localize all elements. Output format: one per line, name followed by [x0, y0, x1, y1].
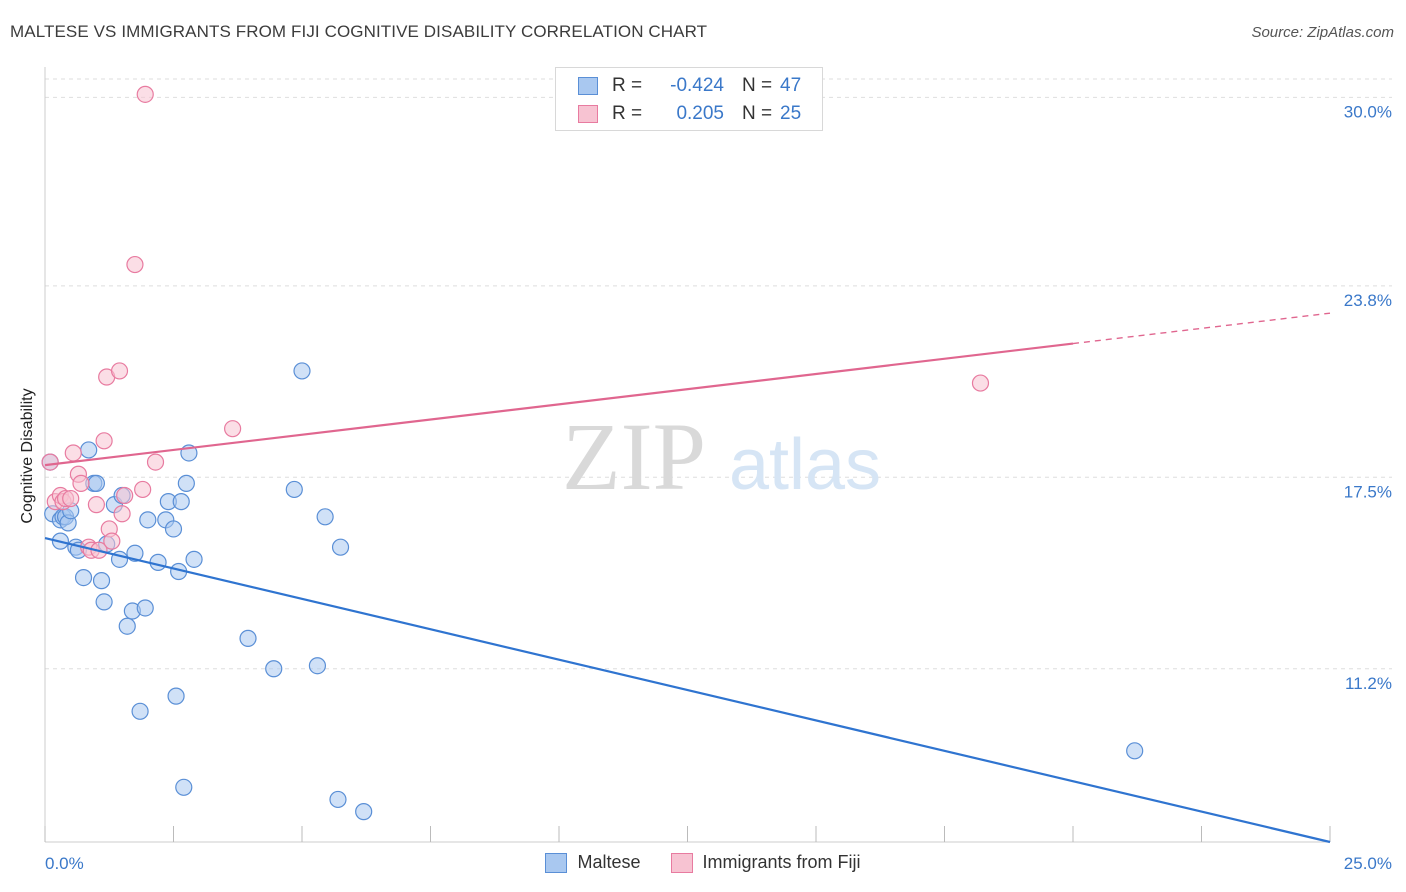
maltese-point — [175, 778, 193, 796]
fiji-point — [126, 255, 144, 274]
maltese-point — [164, 520, 183, 538]
maltese-point — [92, 572, 111, 590]
x-tick-label: 25.0% — [1344, 854, 1392, 873]
maltese-point — [167, 687, 185, 705]
fiji-point — [136, 85, 154, 103]
maltese-point — [126, 544, 144, 562]
data-points — [41, 85, 1144, 821]
fiji-point — [62, 489, 80, 508]
maltese-point — [87, 474, 106, 492]
bottom-legend: Maltese Immigrants from Fiji — [0, 852, 1406, 873]
x-tick-label: 0.0% — [45, 854, 84, 873]
legend-label-maltese: Maltese — [577, 852, 641, 872]
maltese-point — [331, 538, 350, 556]
legend-r-label: R = — [612, 103, 643, 124]
fiji-point — [95, 432, 113, 450]
fiji-point — [146, 453, 165, 471]
fiji-point — [134, 480, 152, 499]
legend-row-fiji: R = 0.205 N = 25 — [578, 102, 801, 126]
fiji-point — [64, 444, 82, 462]
fiji-point — [224, 420, 242, 438]
legend-row-maltese: R = -0.424 N = 47 — [578, 74, 801, 98]
legend-n-value: 47 — [780, 75, 802, 96]
maltese-point — [74, 568, 93, 587]
watermark: ZIP atlas — [562, 403, 881, 510]
maltese-point — [355, 803, 373, 821]
watermark-atlas: atlas — [729, 425, 881, 505]
fiji-point — [87, 496, 106, 514]
maltese-point — [131, 702, 149, 720]
trend-lines — [44, 312, 1331, 844]
source-note: Source: ZipAtlas.com — [1251, 24, 1394, 41]
legend-box: R = -0.424 N = 47 R = 0.205 N = 25 — [555, 67, 823, 131]
maltese-point — [185, 550, 203, 568]
legend-r-value: 0.205 — [676, 103, 724, 124]
fiji-point — [110, 362, 129, 380]
legend-swatch-maltese — [578, 77, 598, 95]
y-tick-label: 30.0% — [1344, 102, 1392, 121]
legend-r-value: -0.424 — [670, 75, 724, 96]
legend-swatch-maltese — [545, 852, 568, 873]
fiji-point — [103, 532, 121, 550]
maltese-point — [177, 474, 195, 492]
maltese-point — [1126, 742, 1144, 760]
y-tick-label: 17.5% — [1344, 482, 1392, 501]
legend-swatch-fiji — [670, 852, 693, 873]
axes — [44, 67, 1331, 843]
fiji-trend-extension — [1072, 312, 1331, 345]
maltese-point — [293, 362, 311, 380]
legend-item-fiji: Immigrants from Fiji — [670, 852, 861, 873]
legend-n-label: N = — [742, 103, 773, 124]
maltese-point — [285, 480, 303, 499]
legend-n-value: 25 — [780, 103, 802, 124]
maltese-point — [80, 441, 98, 459]
maltese-point — [308, 657, 327, 675]
legend-r-label: R = — [612, 75, 643, 96]
fiji-point — [113, 505, 131, 523]
maltese-point — [265, 660, 283, 678]
maltese-point — [239, 629, 257, 647]
fiji-point — [971, 374, 990, 392]
legend-item-maltese: Maltese — [545, 852, 641, 873]
chart-title: MALTESE VS IMMIGRANTS FROM FIJI COGNITIV… — [10, 22, 708, 41]
legend-n-label: N = — [742, 75, 773, 96]
watermark-zip: ZIP — [562, 403, 706, 510]
legend-label-fiji: Immigrants from Fiji — [702, 852, 861, 872]
fiji-trend-line — [44, 342, 1074, 467]
maltese-point — [316, 508, 334, 526]
tick-labels: 11.2% 17.5% 23.8% 30.0% 0.0% 25.0% — [45, 102, 1392, 873]
y-tick-label: 23.8% — [1344, 291, 1392, 310]
maltese-point — [136, 599, 154, 617]
fiji-point — [72, 474, 90, 492]
maltese-point — [172, 493, 190, 511]
maltese-point — [95, 593, 113, 611]
y-tick-label: 11.2% — [1345, 674, 1392, 693]
maltese-point — [139, 511, 157, 529]
maltese-point — [329, 790, 347, 809]
maltese-trend-line — [44, 537, 1331, 844]
grid-lines — [45, 78, 1392, 670]
maltese-point — [118, 617, 136, 635]
fiji-point — [116, 486, 134, 505]
legend-swatch-fiji — [578, 105, 598, 123]
fiji-point — [41, 453, 59, 471]
